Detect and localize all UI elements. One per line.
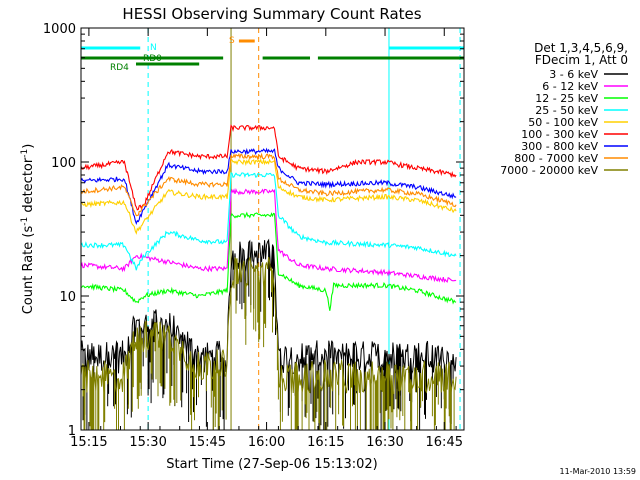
- x-tick-label-6: 16:30: [366, 435, 403, 450]
- flag-label-s: S: [229, 36, 235, 46]
- y-tick-label-4: 1000: [43, 22, 76, 37]
- chart-title: HESSI Observing Summary Count Rates: [122, 5, 421, 23]
- timestamp: 11-Mar-2010 13:59: [560, 467, 637, 476]
- x-tick-label-1: 15:15: [70, 435, 107, 450]
- series-line-4: [80, 172, 457, 271]
- x-axis-label: Start Time (27-Sep-06 15:13:02): [166, 457, 377, 472]
- legend-header-line-2: FDecim 1, Att 0: [535, 53, 628, 67]
- series-line-2: [80, 187, 457, 284]
- x-axis: 15:15 15:30 15:45 16:00 16:15 16:30 16:45: [70, 28, 463, 450]
- legend-label-5: 50 - 100 keV: [528, 116, 598, 129]
- x-tick-label-4: 16:00: [248, 435, 285, 450]
- legend-label-8: 800 - 7000 keV: [514, 152, 598, 165]
- y-axis-label: Count Rate (s-1 detector-1): [20, 144, 36, 315]
- series-line-9: [80, 256, 457, 430]
- series-line-7: [80, 147, 457, 226]
- legend-label-2: 6 - 12 keV: [542, 80, 598, 93]
- legend: Det 1,3,4,5,6,9, FDecim 1, Att 0 3 - 6 k…: [500, 41, 628, 177]
- legend-label-7: 300 - 800 keV: [521, 140, 598, 153]
- legend-label-4: 25 - 50 keV: [535, 104, 598, 117]
- legend-label-3: 12 - 25 keV: [535, 92, 598, 105]
- series-line-5: [80, 157, 457, 235]
- flag-label-rd4: RD4: [110, 63, 129, 73]
- y-tick-label-1: 1: [68, 424, 76, 439]
- plot-frame: [80, 27, 465, 431]
- flag-label-n: N: [150, 43, 157, 53]
- y-axis: 1 10 100 1000: [43, 22, 464, 439]
- x-tick-label-3: 15:45: [189, 435, 226, 450]
- legend-label-6: 100 - 300 keV: [521, 128, 598, 141]
- series-group: [80, 124, 457, 430]
- legend-header-line-1: Det 1,3,4,5,6,9,: [534, 41, 628, 55]
- legend-label-1: 3 - 6 keV: [549, 68, 598, 81]
- x-tick-label-7: 16:45: [426, 435, 463, 450]
- series-line-8: [80, 152, 457, 217]
- flag-bars: N S RD0 RD4: [81, 36, 464, 73]
- x-tick-label-5: 16:15: [307, 435, 344, 450]
- x-tick-label-2: 15:30: [129, 435, 166, 450]
- y-tick-label-3: 100: [51, 156, 76, 171]
- series-line-3: [80, 211, 457, 311]
- y-tick-label-2: 10: [59, 290, 76, 305]
- flag-label-rd0: RD0: [143, 54, 162, 64]
- legend-label-9: 7000 - 20000 keV: [500, 164, 598, 177]
